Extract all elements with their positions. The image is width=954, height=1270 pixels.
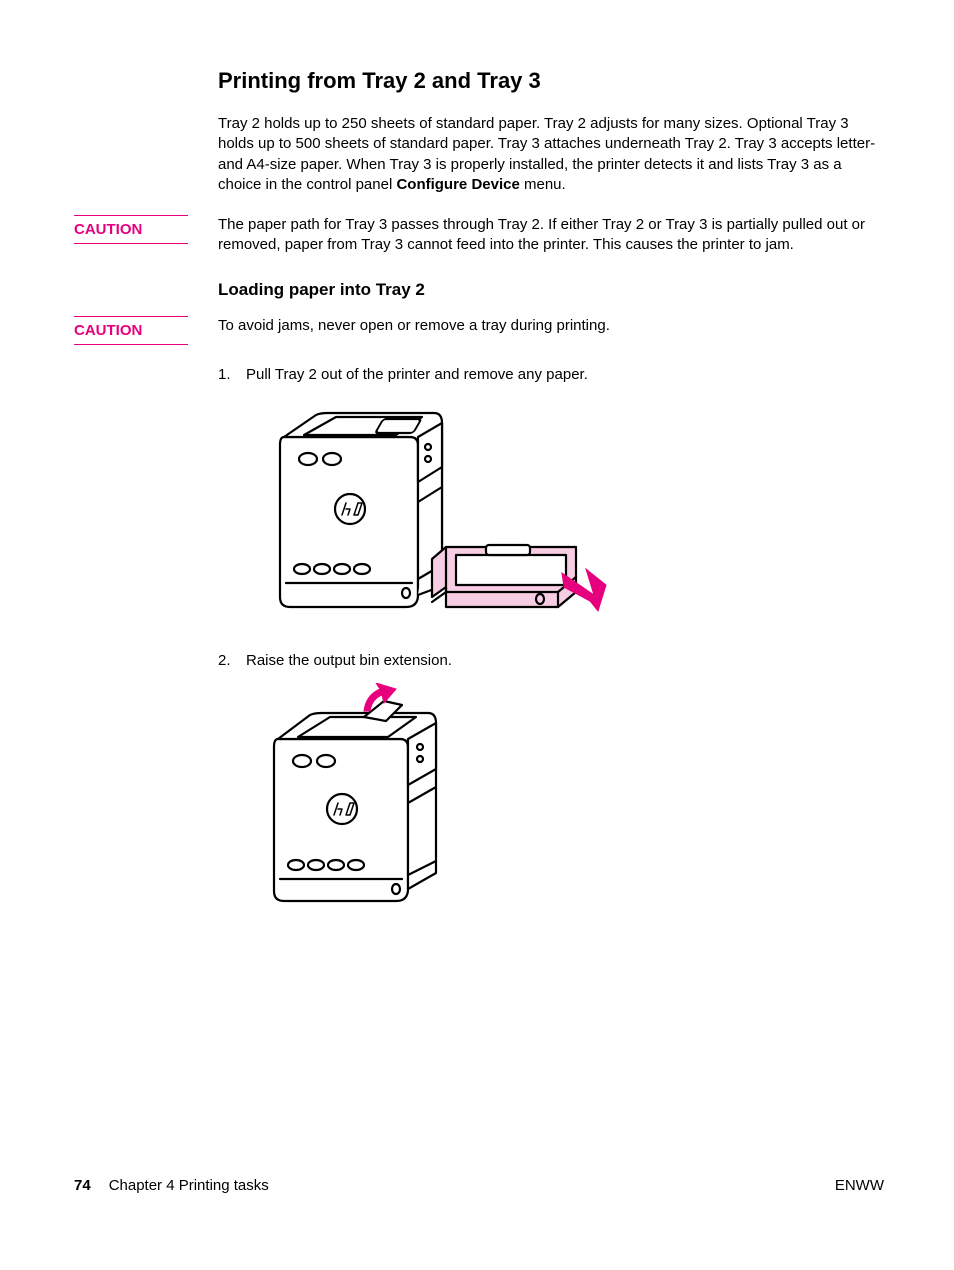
caution-2-text: To avoid jams, never open or remove a tr… xyxy=(218,316,884,336)
page-footer: 74 Chapter 4 Printing tasks ENWW xyxy=(74,1177,884,1194)
figure-1 xyxy=(246,397,884,627)
step-number: 2. xyxy=(218,651,246,671)
page-content: Printing from Tray 2 and Tray 3 Tray 2 h… xyxy=(0,0,954,913)
caution-label: CAUTION xyxy=(74,215,188,244)
caution-label: CAUTION xyxy=(74,316,188,345)
caution-block-2: CAUTION To avoid jams, never open or rem… xyxy=(74,316,884,345)
intro-paragraph: Tray 2 holds up to 250 sheets of standar… xyxy=(218,114,884,195)
caution-1-text: The paper path for Tray 3 passes through… xyxy=(218,215,884,256)
printer-tray-illustration xyxy=(246,397,616,627)
step-text: Raise the output bin extension. xyxy=(246,651,452,671)
page-number: 74 xyxy=(74,1177,91,1194)
figure-2 xyxy=(246,683,884,913)
chapter-label: Chapter 4 Printing tasks xyxy=(109,1177,269,1194)
step-item-1: 1. Pull Tray 2 out of the printer and re… xyxy=(218,365,884,385)
caution-label-wrap: CAUTION xyxy=(74,316,218,345)
caution-block-1: CAUTION The paper path for Tray 3 passes… xyxy=(74,215,884,256)
printer-output-illustration xyxy=(246,683,476,913)
sub-heading: Loading paper into Tray 2 xyxy=(218,280,884,300)
intro-text-2: menu. xyxy=(520,176,566,193)
step-number: 1. xyxy=(218,365,246,385)
main-heading: Printing from Tray 2 and Tray 3 xyxy=(218,68,884,94)
step-text: Pull Tray 2 out of the printer and remov… xyxy=(246,365,588,385)
footer-left: 74 Chapter 4 Printing tasks xyxy=(74,1177,269,1194)
intro-bold: Configure Device xyxy=(396,176,519,193)
footer-region: ENWW xyxy=(835,1177,884,1194)
caution-label-wrap: CAUTION xyxy=(74,215,218,244)
step-item-2: 2. Raise the output bin extension. xyxy=(218,651,884,671)
